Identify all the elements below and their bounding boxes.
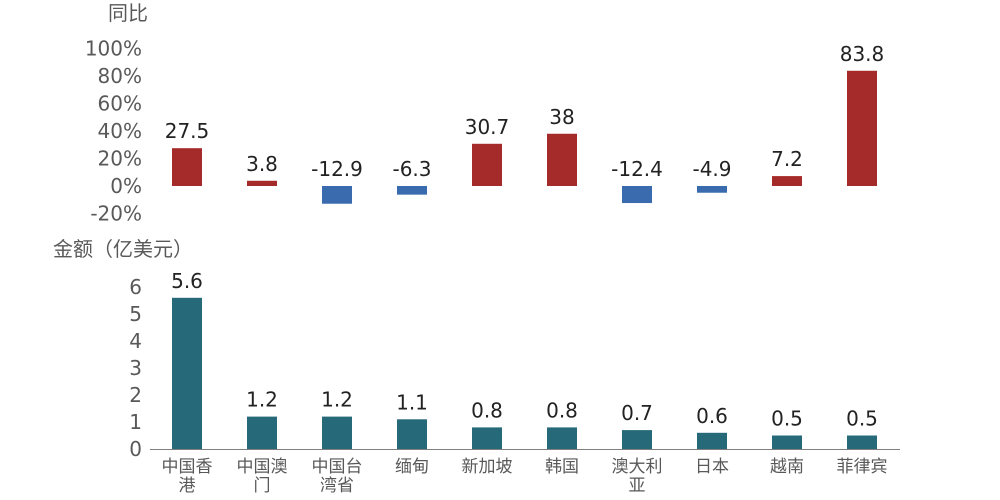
top-y-tick: 100%: [85, 37, 142, 61]
amount-bar-1: [172, 297, 202, 449]
amount-data-label: 0.7: [621, 401, 653, 425]
amount-data-label: 0.5: [846, 407, 878, 431]
yoy-bar-3: [322, 186, 352, 204]
yoy-bar-8: [697, 186, 727, 193]
amount-bar-4: [397, 419, 427, 449]
yoy-data-label: -12.4: [611, 157, 663, 181]
amount-bar-10: [847, 435, 877, 449]
category-label: 澳大利: [612, 457, 663, 477]
amount-data-label: 0.5: [771, 407, 803, 431]
amount-data-label: 0.8: [471, 398, 503, 422]
yoy-bar-5: [472, 143, 502, 186]
yoy-bar-9: [772, 176, 802, 186]
yoy-data-label: 27.5: [165, 119, 210, 143]
category-label: 韩国: [545, 457, 579, 477]
top-y-tick: 20%: [98, 147, 142, 171]
bottom-y-tick: 1: [129, 410, 142, 434]
yoy-data-label: 7.2: [771, 147, 803, 171]
category-label: 菲律宾: [837, 457, 888, 477]
top-y-tick: 0%: [110, 174, 142, 198]
bottom-y-tick: 5: [129, 302, 142, 326]
yoy-data-label: -4.9: [692, 157, 731, 181]
yoy-data-label: 30.7: [465, 115, 510, 139]
yoy-data-label: -6.3: [392, 157, 431, 181]
amount-bar-8: [697, 432, 727, 449]
amount-data-label: 0.6: [696, 404, 728, 428]
category-label: 湾省: [320, 476, 354, 496]
top-y-tick: 40%: [98, 119, 142, 143]
amount-bar-3: [322, 416, 352, 449]
top-axis-title: 同比: [108, 1, 148, 25]
bottom-y-tick: 2: [129, 383, 142, 407]
yoy-bar-10: [847, 70, 877, 186]
amount-data-label: 1.2: [321, 388, 353, 412]
category-label: 中国台: [312, 457, 363, 477]
bottom-y-tick: 3: [129, 356, 142, 380]
category-label: 港: [179, 476, 196, 496]
top-y-tick: 80%: [98, 64, 142, 88]
yoy-bar-4: [397, 186, 427, 195]
bottom-y-tick: 0: [129, 437, 142, 461]
amount-bar-9: [772, 435, 802, 449]
category-label: 缅甸: [395, 457, 429, 477]
yoy-bar-1: [172, 148, 202, 186]
yoy-data-label: 38: [549, 105, 574, 129]
category-label: 越南: [770, 457, 804, 477]
amount-data-label: 1.1: [396, 390, 428, 414]
amount-bar-5: [472, 427, 502, 449]
amount-bar-7: [622, 430, 652, 449]
category-label: 门: [254, 476, 271, 496]
bottom-y-tick: 6: [129, 275, 142, 299]
amount-bar-6: [547, 427, 577, 449]
amount-data-label: 0.8: [546, 398, 578, 422]
amount-data-label: 5.6: [171, 269, 203, 293]
category-label: 中国澳: [237, 457, 288, 477]
amount-bar-2: [247, 416, 277, 449]
bottom-axis-title: 金额（亿美元）: [53, 237, 193, 261]
yoy-bar-7: [622, 186, 652, 204]
category-label: 新加坡: [462, 457, 513, 477]
top-y-tick: 60%: [98, 92, 142, 116]
yoy-data-label: 3.8: [246, 152, 278, 176]
yoy-data-label: -12.9: [311, 157, 363, 181]
category-label: 日本: [695, 457, 729, 477]
yoy-bar-6: [547, 133, 577, 186]
yoy-bar-2: [247, 180, 277, 186]
top-y-tick: -20%: [90, 202, 142, 226]
yoy-data-label: 83.8: [840, 42, 885, 66]
bottom-y-tick: 4: [129, 329, 142, 353]
category-label: 中国香: [162, 457, 213, 477]
amount-data-label: 1.2: [246, 388, 278, 412]
category-label: 亚: [629, 476, 646, 496]
